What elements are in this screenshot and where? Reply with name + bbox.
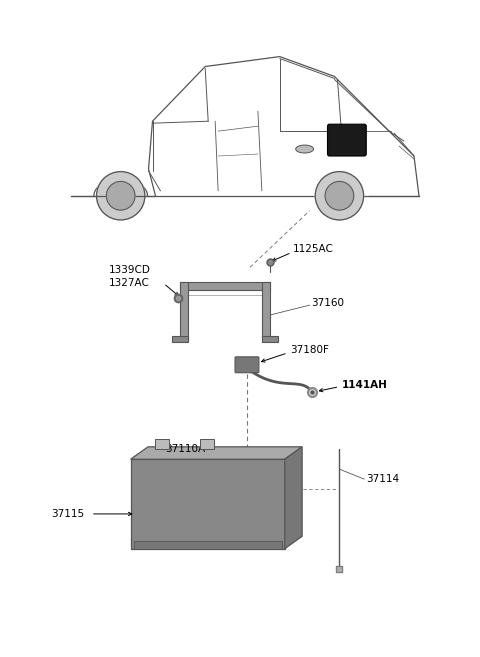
Text: 1125AC: 1125AC	[293, 244, 334, 254]
Circle shape	[315, 171, 363, 220]
FancyBboxPatch shape	[180, 283, 270, 290]
FancyBboxPatch shape	[133, 541, 282, 549]
FancyBboxPatch shape	[156, 439, 169, 449]
Ellipse shape	[296, 145, 313, 153]
Circle shape	[107, 181, 135, 210]
FancyBboxPatch shape	[172, 336, 188, 342]
Text: 1141AH: 1141AH	[341, 380, 387, 390]
Circle shape	[96, 171, 145, 220]
Polygon shape	[285, 447, 302, 549]
Text: 37114: 37114	[366, 474, 399, 484]
Text: 37180F: 37180F	[290, 345, 329, 355]
Text: 1339CD
1327AC: 1339CD 1327AC	[109, 265, 151, 288]
Text: 37110A: 37110A	[166, 444, 205, 454]
Text: 37115: 37115	[51, 509, 84, 519]
FancyBboxPatch shape	[262, 283, 270, 340]
FancyBboxPatch shape	[327, 124, 366, 156]
FancyBboxPatch shape	[131, 459, 285, 549]
FancyBboxPatch shape	[262, 336, 278, 342]
Circle shape	[325, 181, 354, 210]
FancyBboxPatch shape	[200, 439, 214, 449]
FancyBboxPatch shape	[180, 283, 188, 340]
Polygon shape	[131, 447, 302, 459]
Text: 37160: 37160	[312, 298, 345, 308]
FancyBboxPatch shape	[235, 357, 259, 373]
